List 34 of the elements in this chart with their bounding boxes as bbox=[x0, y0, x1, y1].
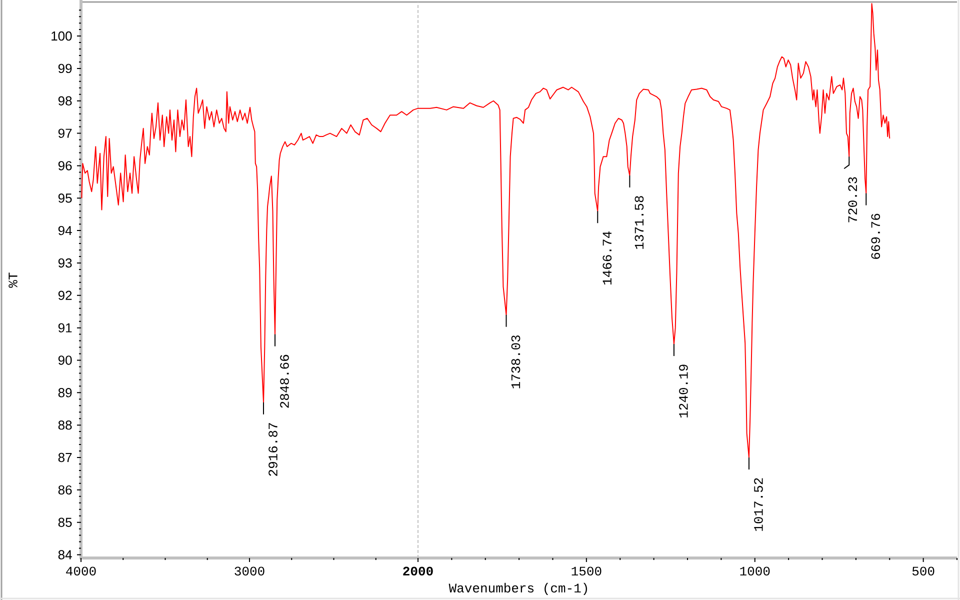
x-tick-label: 1000 bbox=[740, 566, 770, 576]
annotation: 1466.74 bbox=[602, 232, 612, 285]
y-tick-label: 98 bbox=[58, 96, 72, 106]
y-tick-label: 91 bbox=[58, 323, 72, 332]
y-tick-label: 96 bbox=[58, 161, 72, 170]
annotation: 669.76 bbox=[871, 214, 880, 259]
x-tick-label: 500 bbox=[912, 566, 934, 576]
y-tick-label: 90 bbox=[58, 356, 72, 365]
y-tick-label: 88 bbox=[58, 420, 72, 430]
y-tick-label: 99 bbox=[58, 64, 72, 74]
y-tick-label: 94 bbox=[58, 226, 72, 236]
y-axis-title: %T bbox=[8, 272, 18, 288]
annotation: 720.23 bbox=[848, 177, 858, 222]
y-tick-label: 87 bbox=[58, 452, 72, 462]
y-tick-label: 92 bbox=[58, 290, 72, 300]
annotation: 1017.52 bbox=[754, 478, 763, 531]
x-tick-label: 3000 bbox=[234, 566, 264, 576]
y-tick-label: 95 bbox=[58, 194, 72, 203]
x-tick-label: 4000 bbox=[66, 566, 96, 576]
annotation: 1371.58 bbox=[634, 196, 644, 249]
annotation: 2916.87 bbox=[268, 423, 278, 476]
y-tick-label: 84 bbox=[58, 550, 72, 560]
annotation: 1240.19 bbox=[679, 364, 688, 418]
x-tick-label: 2000 bbox=[403, 566, 433, 576]
y-tick-label: 89 bbox=[58, 388, 72, 398]
y-tick-label: 86 bbox=[58, 485, 72, 495]
annotation: 1738.03 bbox=[511, 335, 520, 388]
y-tick-label: 97 bbox=[58, 128, 72, 138]
y-tick-label: 100 bbox=[52, 31, 72, 41]
x-tick-label: 1500 bbox=[572, 566, 602, 576]
x-axis-title: Wavenumbers (cm-1) bbox=[448, 582, 588, 596]
y-tick-label: 93 bbox=[58, 258, 72, 268]
y-tick-label: 85 bbox=[58, 518, 72, 527]
annotation: 2848.66 bbox=[280, 354, 289, 408]
